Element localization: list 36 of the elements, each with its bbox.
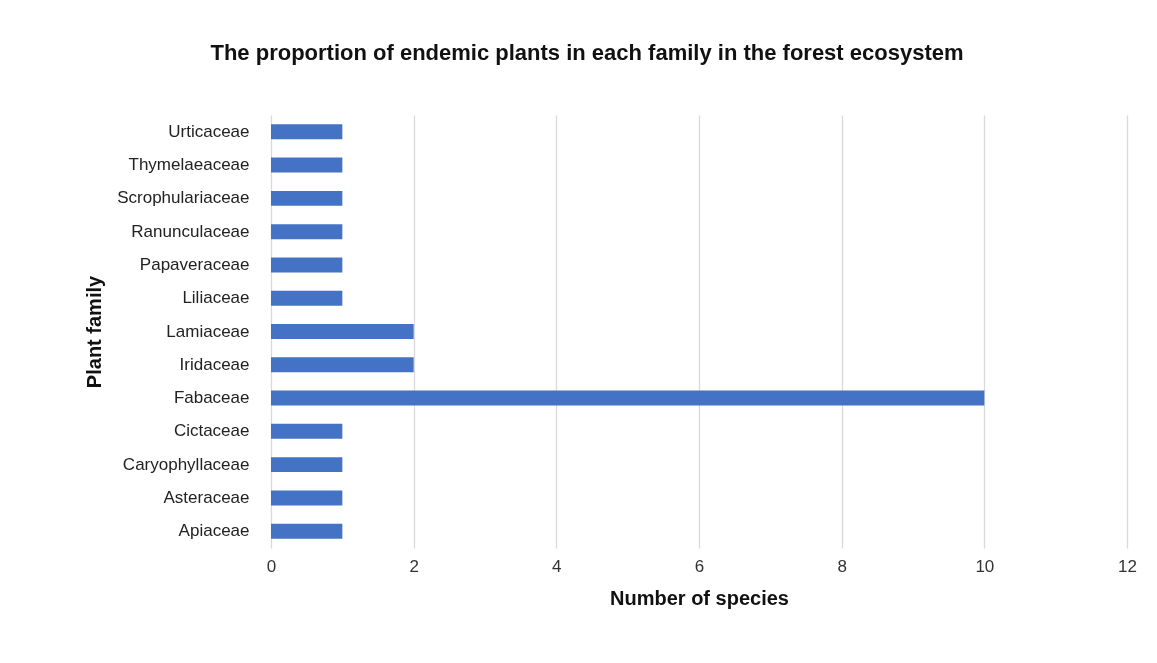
bar [271,523,343,539]
chart-title: The proportion of endemic plants in each family in the forest ecosystem [210,40,964,65]
y-tick-label: Apiaceae [178,521,250,541]
y-tick-label: Urticaceae [168,121,250,141]
x-tick-label: 12 [1118,556,1137,576]
bar [271,357,414,373]
y-tick-label: Cictaceae [173,421,250,441]
y-tick-label: Fabaceae [173,388,250,408]
bar [271,157,343,173]
bar [271,257,343,273]
x-tick-label: 10 [975,556,995,576]
x-tick-label: 8 [837,556,847,576]
x-tick-label: 4 [552,556,562,576]
y-tick-label: Scrophulariaceae [117,188,250,208]
bar [271,324,414,339]
y-tick-label: Lamiaceae [166,321,250,341]
bar [271,290,343,306]
bar [271,457,343,473]
bar [271,423,343,439]
y-axis-title: Plant family [83,275,106,389]
y-tick-label: Iridaceae [179,354,250,374]
x-tick-label: 6 [694,556,705,576]
y-tick-label: Thymelaeaceae [128,155,250,175]
y-tick-label: Asteraceae [163,487,250,507]
bar [271,190,343,206]
y-tick-label: Ranunculaceae [131,221,250,241]
x-tick-label: 0 [266,556,277,576]
bar [271,124,343,140]
y-tick-label: Liliaceae [182,288,250,308]
bar [271,390,985,406]
y-tick-label: Papaveraceae [139,254,250,274]
y-tick-label: Caryophyllaceae [122,454,250,474]
x-tick-label: 2 [409,556,419,576]
bar [271,224,343,240]
bar [271,490,343,506]
x-axis-title: Number of species [610,586,789,609]
